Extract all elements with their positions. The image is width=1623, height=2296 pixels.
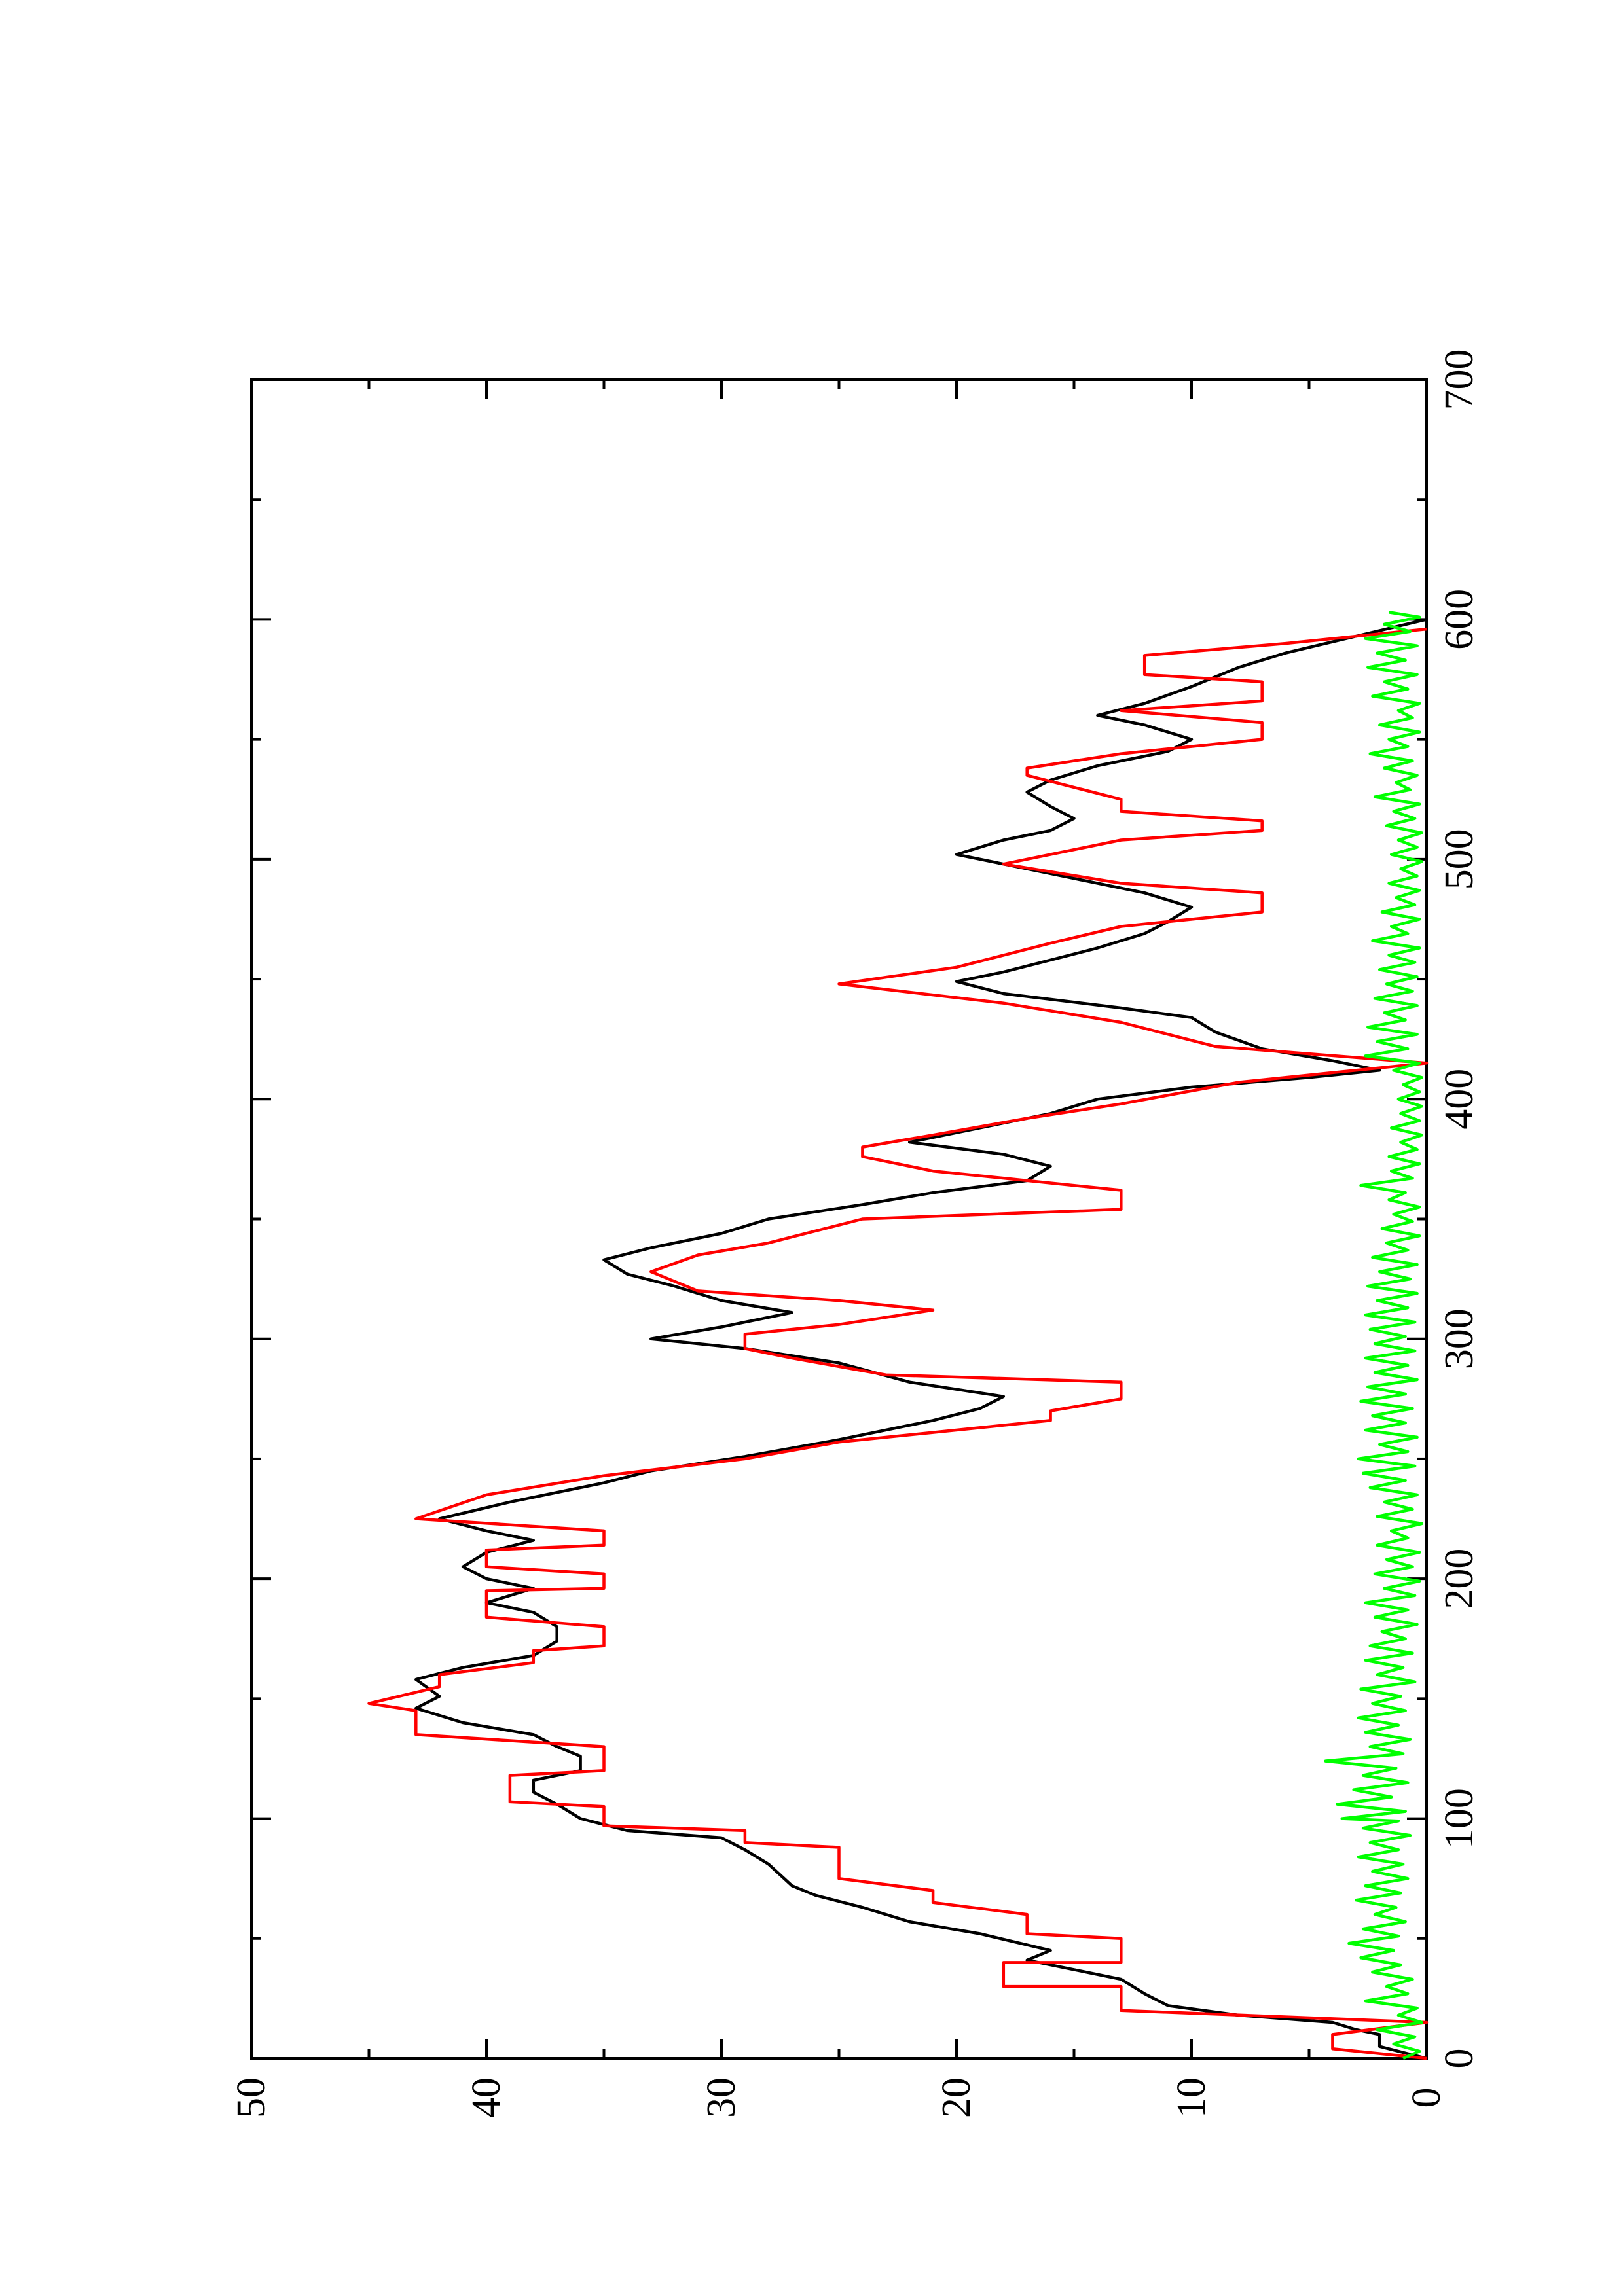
y-tick-label: 20 bbox=[934, 2077, 979, 2118]
plot-frame bbox=[250, 378, 1428, 2060]
x-tick-label: 100 bbox=[1437, 1788, 1482, 1849]
x-tick-label: 0 bbox=[1437, 2049, 1482, 2069]
x-tick-label: 700 bbox=[1437, 350, 1482, 410]
series-line-3 bbox=[1324, 611, 1424, 2060]
x-tick-label: 400 bbox=[1437, 1069, 1482, 1130]
axis-tick-labels: 0 100 200 300 400 500 600 700 0 10 20 30 40 50 bbox=[229, 350, 1482, 2119]
y-tick-label: 0 bbox=[1404, 2088, 1449, 2108]
y-tick-label: 40 bbox=[464, 2077, 509, 2118]
y-tick-label: 10 bbox=[1169, 2077, 1214, 2118]
series-line-2 bbox=[367, 627, 1429, 2060]
y-tick-label: 50 bbox=[229, 2077, 274, 2118]
x-tick-label: 200 bbox=[1437, 1549, 1482, 1609]
x-tick-label: 600 bbox=[1437, 589, 1482, 650]
x-tick-label: 300 bbox=[1437, 1308, 1482, 1369]
y-tick-label: 30 bbox=[699, 2077, 744, 2118]
series-lines bbox=[367, 611, 1429, 2060]
x-tick-label: 500 bbox=[1437, 829, 1482, 889]
series-line-1 bbox=[414, 618, 1427, 2060]
axis-ticks bbox=[250, 378, 1428, 2060]
